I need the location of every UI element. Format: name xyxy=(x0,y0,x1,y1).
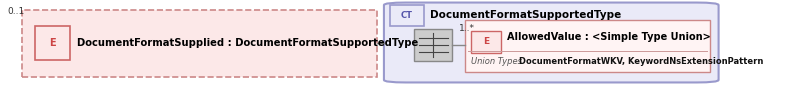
FancyBboxPatch shape xyxy=(384,3,719,82)
Text: E: E xyxy=(483,37,489,46)
FancyBboxPatch shape xyxy=(21,10,376,76)
Text: 0..1: 0..1 xyxy=(7,7,25,16)
Text: AllowedValue : <Simple Type Union>: AllowedValue : <Simple Type Union> xyxy=(507,32,711,42)
Text: DocumentFormatSupportedType: DocumentFormatSupportedType xyxy=(430,10,622,20)
Text: DocumentFormatWKV, KeywordNsExtensionPattern: DocumentFormatWKV, KeywordNsExtensionPat… xyxy=(518,57,763,66)
FancyBboxPatch shape xyxy=(35,26,70,60)
Text: DocumentFormatSupplied : DocumentFormatSupportedType: DocumentFormatSupplied : DocumentFormatS… xyxy=(77,37,418,48)
FancyBboxPatch shape xyxy=(471,31,501,53)
Text: CT: CT xyxy=(401,11,413,20)
FancyBboxPatch shape xyxy=(414,29,452,61)
Text: Union Types: Union Types xyxy=(471,57,522,66)
Text: E: E xyxy=(49,37,56,48)
FancyBboxPatch shape xyxy=(465,20,710,72)
Text: 1..*: 1..* xyxy=(459,24,475,33)
FancyBboxPatch shape xyxy=(390,5,425,26)
